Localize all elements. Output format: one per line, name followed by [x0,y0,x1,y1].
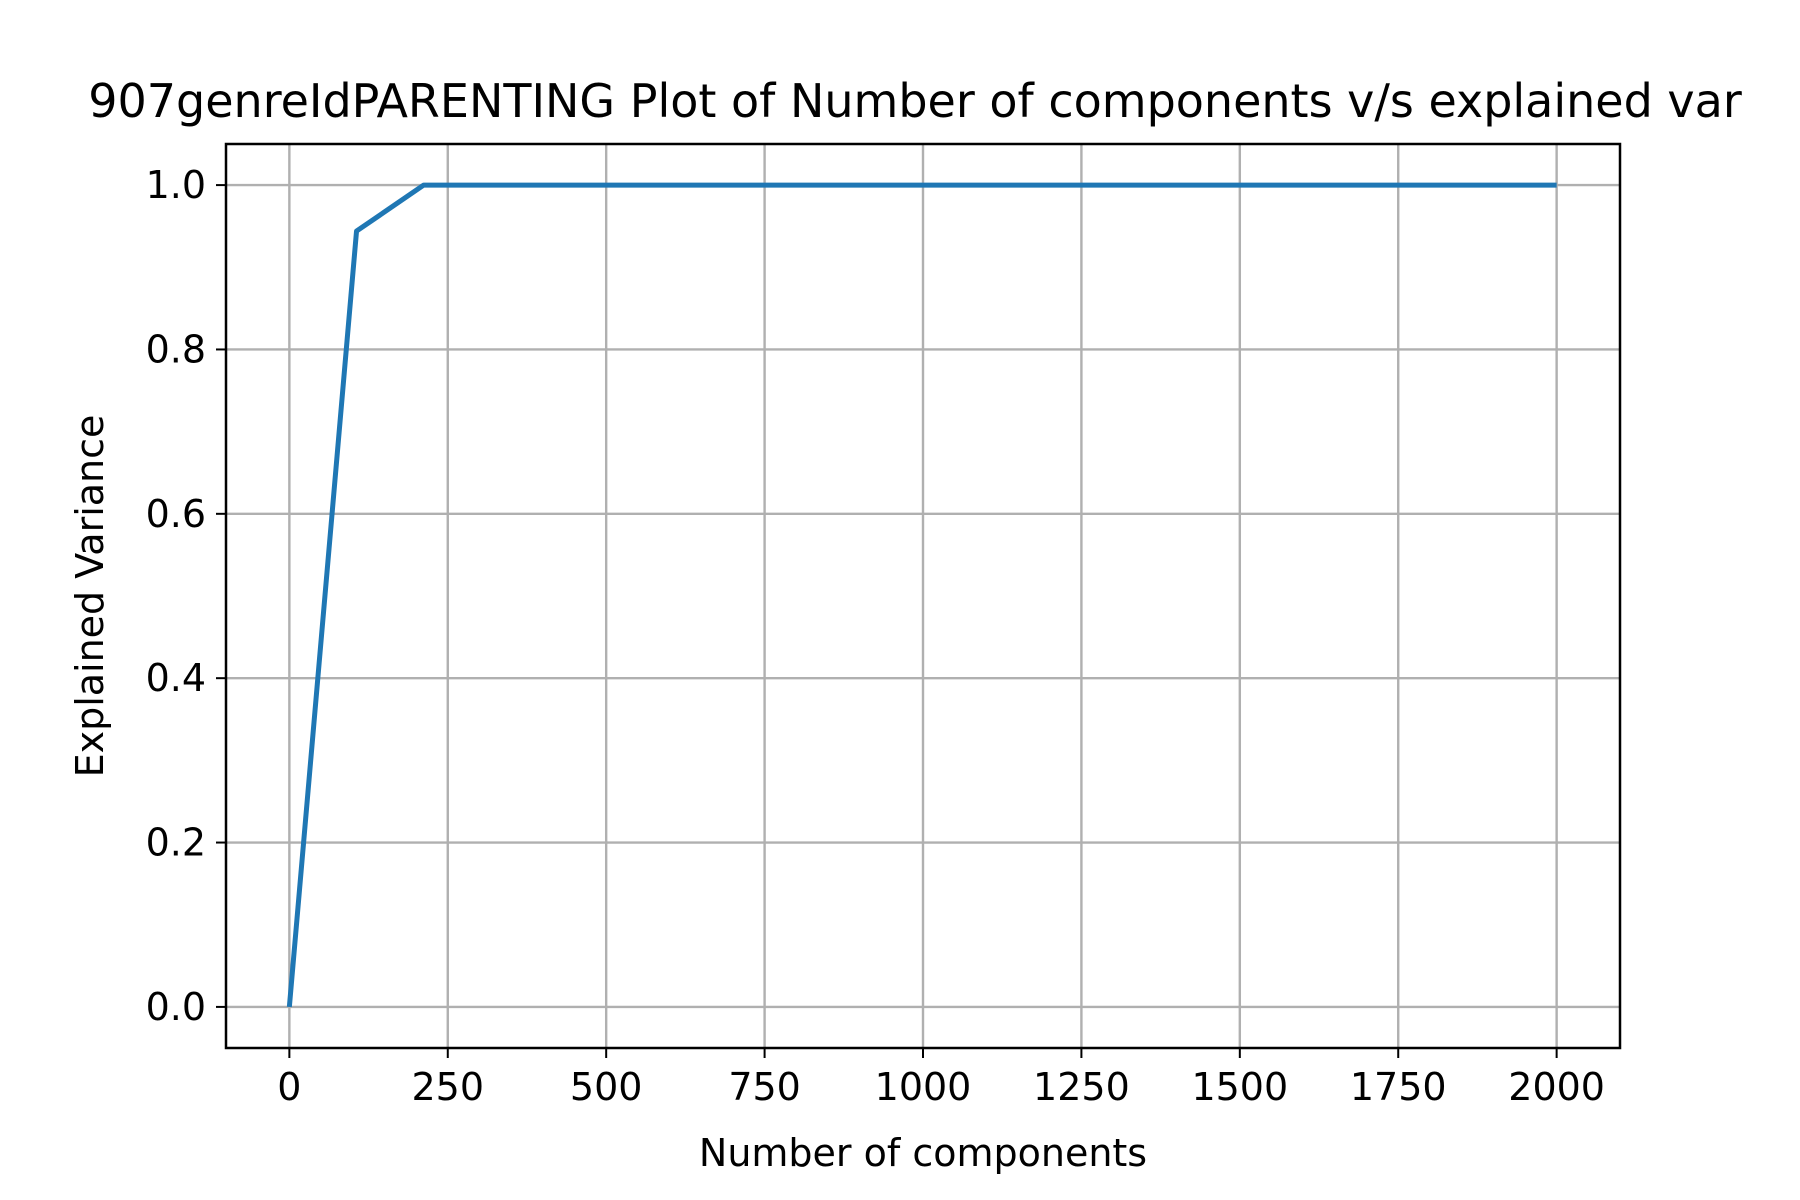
x-tick-label: 1750 [1350,1065,1447,1109]
y-tick-label: 1.0 [146,163,206,207]
y-axis-label: Explained Variance [68,415,112,778]
y-tick-label: 0.4 [146,656,206,700]
x-tick-label: 1500 [1191,1065,1288,1109]
x-axis-label: Number of components [699,1131,1147,1175]
y-tick-label: 0.2 [146,821,206,865]
x-tick-label: 500 [570,1065,643,1109]
y-tick-label: 0.8 [146,327,206,371]
series-layer [286,182,1557,1008]
x-tick-label: 0 [277,1065,301,1109]
y-axis: 0.0 0.2 0.4 0.6 0.8 1.0 [146,163,226,1029]
series-line-0 [286,182,1557,1008]
y-tick-label: 0.6 [146,492,206,536]
x-axis: 0 250 500 750 1000 1250 1500 1750 2000 [277,1048,1605,1109]
x-tick-label: 750 [728,1065,801,1109]
x-tick-label: 1000 [875,1065,972,1109]
x-tick-label: 2000 [1508,1065,1605,1109]
chart-title: 907genreIdPARENTING Plot of Number of co… [88,74,1742,128]
grid [226,144,1620,1048]
y-tick-label: 0.0 [146,985,206,1029]
x-tick-label: 250 [412,1065,485,1109]
x-tick-label: 1250 [1033,1065,1130,1109]
